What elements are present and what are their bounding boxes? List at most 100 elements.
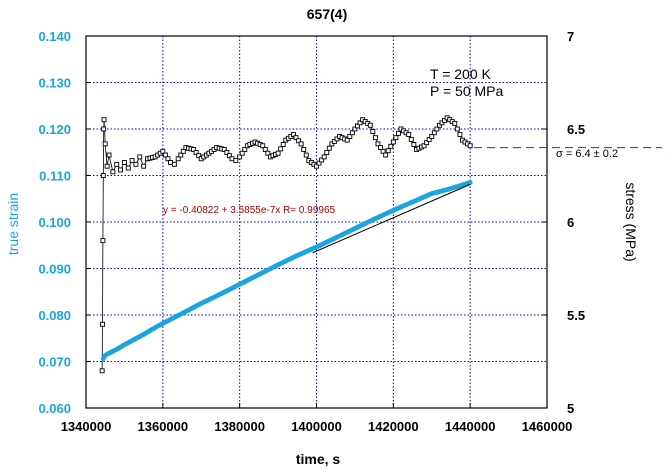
stress-point: [396, 130, 401, 136]
stress-point: [314, 163, 319, 169]
stress-point: [265, 150, 271, 156]
stress-point: [467, 143, 473, 149]
annotation-temperature: T = 200 K: [430, 66, 492, 82]
stress-point: [431, 130, 437, 136]
x-tick-label: 1380000: [214, 419, 265, 434]
stress-point: [237, 154, 243, 160]
stress-point: [439, 120, 445, 126]
stress-point: [421, 143, 427, 149]
stress-point: [133, 161, 139, 167]
stress-point: [191, 147, 197, 152]
stress-point: [275, 150, 281, 156]
stress-point: [121, 160, 127, 165]
stress-point: [388, 143, 394, 149]
stress-point: [193, 150, 199, 156]
stress-point: [162, 152, 168, 158]
stress-point: [125, 165, 131, 171]
stress-point: [349, 130, 355, 136]
fit-equation-label: y = -0.40822 + 3.5855e-7x R= 0.99965: [163, 205, 336, 216]
stress-point: [102, 141, 108, 147]
axis-ticks: 1340000 1360000 1380000 1400000 1420000 14400…: [38, 29, 585, 434]
stress-point: [454, 126, 460, 132]
stress-point: [457, 132, 463, 138]
y-left-tick-label: 0.120: [38, 122, 71, 137]
stress-point: [331, 138, 337, 144]
stress-point: [242, 147, 248, 152]
stress-point: [393, 135, 399, 141]
grid: [86, 36, 547, 408]
fit-line-segment: [312, 183, 471, 254]
stress-point: [100, 173, 106, 178]
y-left-tick-label: 0.140: [38, 29, 71, 44]
stress-point: [326, 145, 332, 151]
stress-point: [347, 133, 353, 139]
stress-point: [296, 138, 302, 144]
stress-point: [367, 122, 373, 128]
stress-point: [357, 120, 363, 126]
stress-point: [298, 141, 304, 147]
stress-point: [137, 154, 143, 160]
stress-point: [390, 139, 396, 145]
y-right-tick-label: 6: [567, 215, 574, 230]
stress-point: [426, 137, 432, 142]
stress-point: [291, 132, 296, 138]
annotation-pressure: P = 50 MPa: [430, 83, 504, 99]
stress-point: [385, 148, 391, 154]
x-tick-label: 1400000: [291, 419, 342, 434]
stress-point: [141, 163, 147, 169]
y-left-tick-label: 0.080: [38, 308, 71, 323]
stress-point: [293, 135, 299, 141]
y-right-tick-label: 5.5: [567, 308, 585, 323]
stress-point: [106, 152, 112, 158]
y-right-tick-label: 6.5: [567, 122, 585, 137]
stress-point: [434, 126, 440, 132]
stress-point: [406, 132, 412, 138]
stress-point: [178, 152, 184, 158]
stress-point: [352, 126, 358, 132]
y-left-tick-label: 0.110: [39, 169, 71, 184]
stress-point: [436, 122, 442, 128]
stress-point: [260, 143, 266, 149]
stress-point: [355, 123, 360, 129]
stress-point: [99, 368, 105, 374]
stress-point: [303, 152, 309, 158]
stress-point: [408, 137, 414, 142]
x-tick-label: 1420000: [368, 419, 419, 434]
stress-point: [329, 141, 335, 147]
x-tick-label: 1440000: [445, 419, 496, 434]
y-right-tick-label: 5: [567, 401, 574, 416]
stress-point: [324, 150, 330, 156]
x-tick-label: 1340000: [61, 419, 112, 434]
stress-point: [380, 148, 386, 154]
stress-point: [101, 117, 107, 123]
stress-point: [334, 136, 340, 142]
stress-point: [321, 154, 327, 160]
y-right-tick-label: 7: [567, 29, 574, 44]
y-axis-label-right: stress (MPa): [623, 182, 639, 261]
stress-point: [118, 167, 124, 173]
sigma-label: σ = 6.4 ± 0.2: [556, 148, 618, 160]
stress-point: [239, 150, 245, 156]
stress-point: [100, 238, 106, 244]
stress-point: [278, 146, 284, 152]
stress-point: [375, 141, 381, 147]
stress-point: [221, 147, 227, 152]
stress-series: [99, 115, 473, 374]
stress-point: [316, 160, 322, 166]
strain-point: [467, 180, 473, 185]
stress-point: [442, 117, 448, 123]
stress-point: [383, 152, 389, 158]
stress-point: [233, 158, 239, 164]
stress-point: [100, 321, 105, 327]
stress-point: [411, 142, 417, 147]
stress-point: [165, 156, 171, 162]
y-left-tick-label: 0.130: [38, 76, 71, 91]
stress-point: [226, 153, 232, 159]
stress-point: [180, 148, 186, 154]
x-tick-label: 1460000: [522, 419, 573, 434]
stress-point: [280, 142, 286, 147]
stress-point: [344, 137, 350, 143]
x-axis-label: time, s: [296, 451, 341, 467]
x-tick-label: 1360000: [138, 419, 189, 434]
y-left-tick-label: 0.060: [38, 401, 71, 416]
